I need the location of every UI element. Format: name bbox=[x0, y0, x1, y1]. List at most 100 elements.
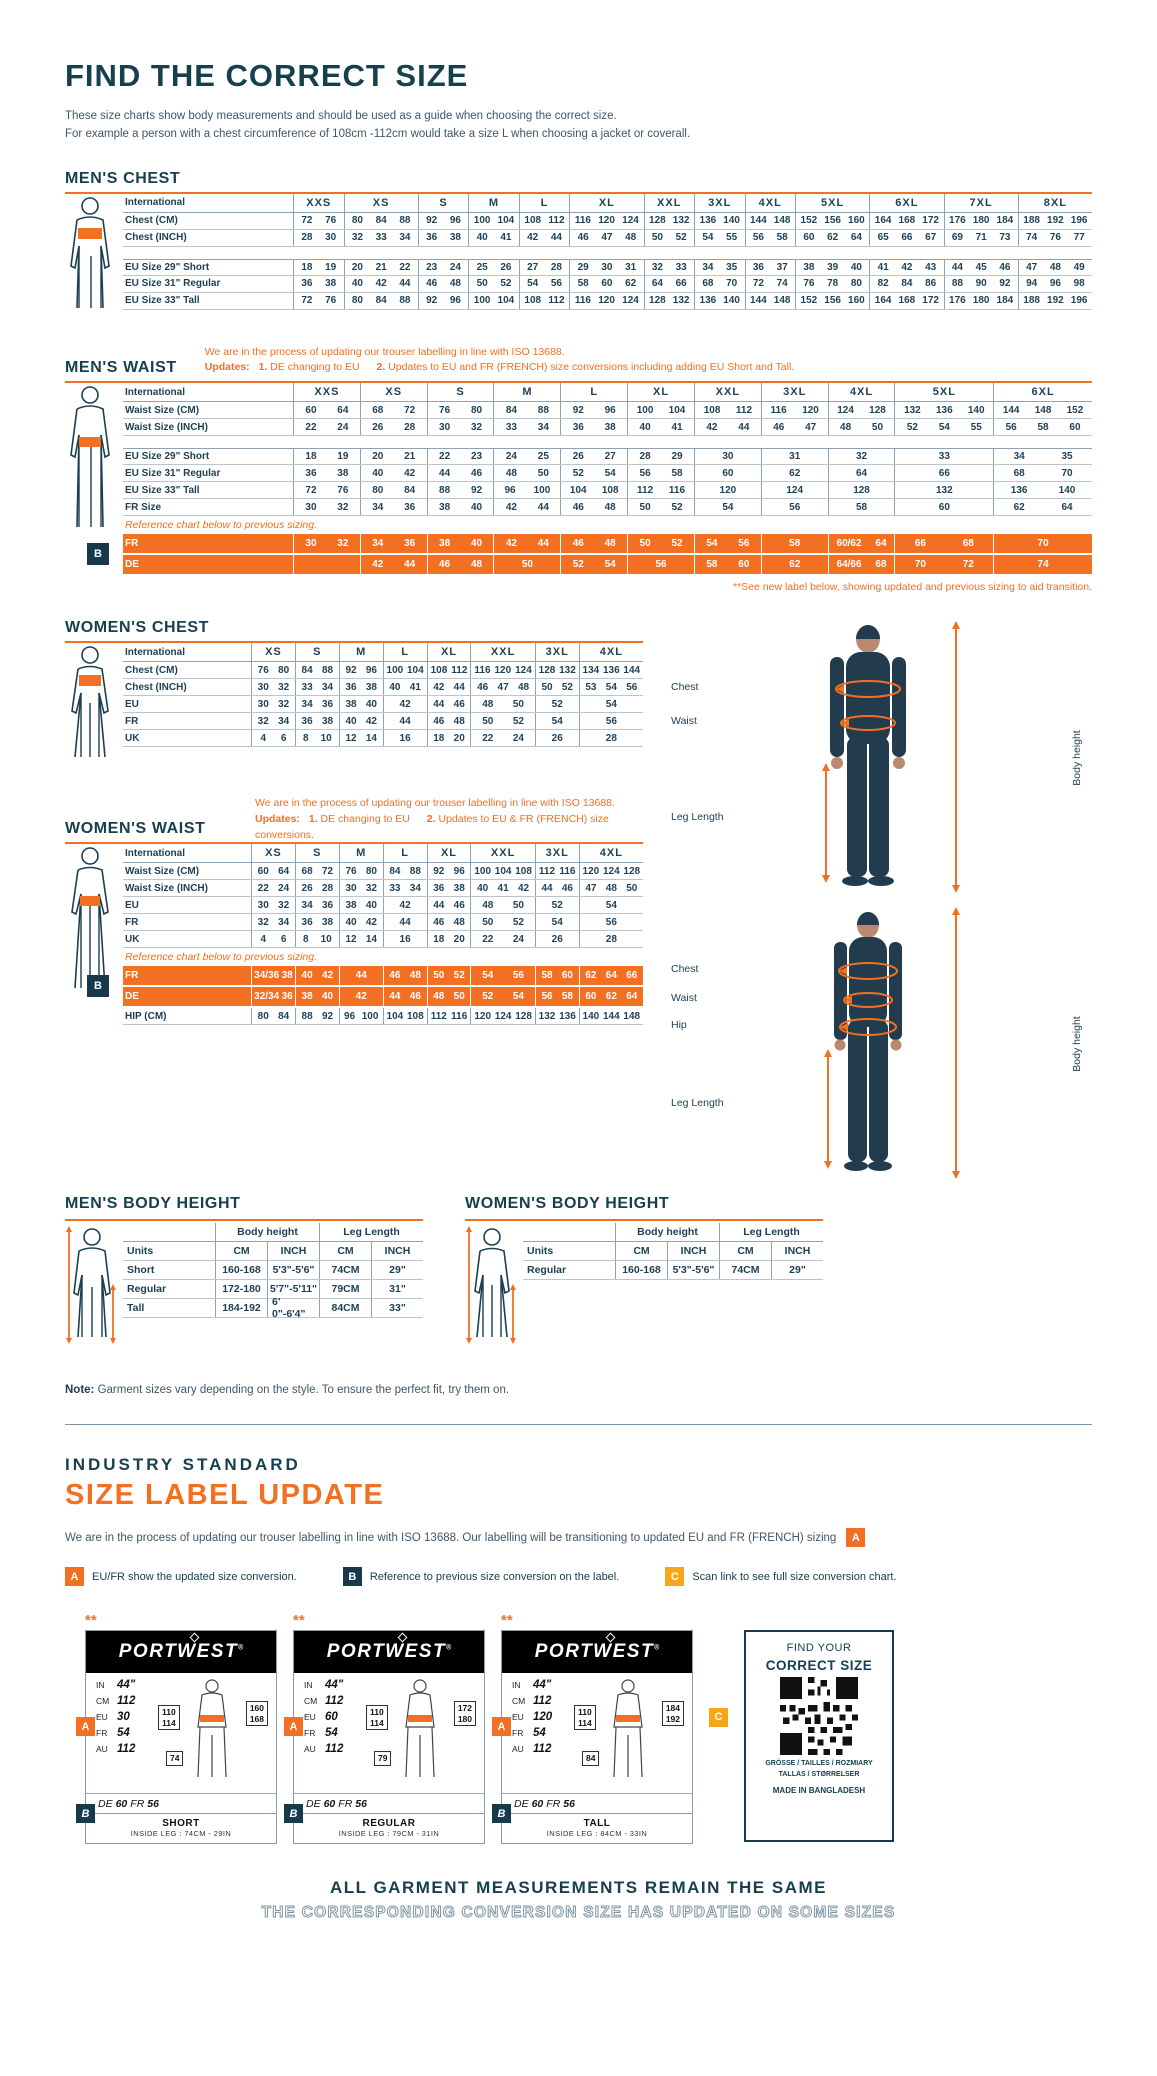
bh-col-header: Units bbox=[127, 1245, 154, 1258]
table-cell: 3XL bbox=[760, 383, 828, 402]
table-cell: 18 19 bbox=[293, 449, 360, 465]
table-row: EU Size 33" Tall 72 76 80 84 88 92 96 100 104 108 1… bbox=[123, 292, 1092, 310]
mens-waist-heading: MEN'S WAIST bbox=[65, 359, 177, 377]
table-cell: 42 44 bbox=[693, 419, 761, 436]
card-figure: 110 114 184 192 84 bbox=[566, 1677, 684, 1785]
table-cell: 100 104 bbox=[468, 212, 519, 229]
row-label: EU Size 31" Regular bbox=[125, 278, 221, 290]
portwest-logo: PORTWEST ® bbox=[327, 1632, 451, 1663]
male-waist-label: Waist bbox=[671, 715, 697, 728]
table-row: EU Size 29" Short 18 19 20 21 22 23 24 25 26 27 28 2… bbox=[123, 258, 1092, 276]
table-cell: 92 96 bbox=[560, 402, 627, 419]
table-cell: 48 50 bbox=[493, 465, 560, 482]
table-cell: 8 10 bbox=[294, 931, 339, 948]
leg-measure-box: 84 bbox=[582, 1751, 600, 1766]
table-cell: 32 34 bbox=[251, 914, 295, 931]
c-badge: C bbox=[665, 1567, 685, 1587]
intro-text: These size charts show body measurements… bbox=[65, 108, 1092, 144]
table-row: FR 32 34 36 38 40 42 44 46 48 50 52 54 56 bbox=[123, 713, 643, 731]
b-badge: B bbox=[284, 1804, 303, 1824]
table-cell: 176 180 184 bbox=[943, 212, 1018, 229]
table-cell: 46 47 bbox=[760, 419, 828, 436]
table-cell: 88 92 bbox=[426, 482, 494, 499]
table-cell: 74 bbox=[993, 555, 1092, 575]
card-footer: TALL INSIDE LEG : 84CM - 33IN bbox=[502, 1813, 692, 1843]
table-cell: 28 bbox=[578, 931, 643, 948]
b-badge: B bbox=[87, 975, 109, 998]
table-cell: 50 52 bbox=[470, 713, 534, 730]
size-row: EU 30 bbox=[96, 1711, 130, 1724]
table-cell: XXL bbox=[693, 383, 761, 402]
table-row: EU Size 29" Short 18 19 20 21 22 23 24 25 26 27 28 2… bbox=[123, 448, 1092, 466]
table-cell: 120 124 128 bbox=[470, 1008, 534, 1025]
table-cell: 8 10 bbox=[294, 730, 339, 747]
table-cell: 54 bbox=[578, 696, 643, 713]
bh-value: 84CM bbox=[319, 1299, 371, 1318]
table-cell: 60 62 64 bbox=[795, 229, 869, 246]
bh-data-row: Short 160-168 5'3"-5'6" 74CM 29" bbox=[123, 1261, 423, 1281]
table-cell: L bbox=[560, 383, 627, 402]
table-cell: 50 52 bbox=[426, 966, 471, 986]
table-cell: 27 28 bbox=[518, 259, 570, 275]
bh-value: 31" bbox=[371, 1280, 423, 1299]
table-row: Chest (INCH) 30 32 33 34 36 38 40 41 42 44 46 47 48 50… bbox=[123, 679, 643, 697]
table-cell: 28 29 bbox=[627, 449, 694, 465]
bh-value: 5'3"-5'6" bbox=[267, 1261, 319, 1280]
table-cell: 66 bbox=[894, 465, 993, 482]
table-cell: 40 42 bbox=[338, 914, 383, 931]
table-cell: 42 44 bbox=[518, 229, 570, 246]
bh-group-label: Leg Length bbox=[719, 1223, 823, 1242]
table-cell: 60 64 bbox=[251, 863, 295, 880]
table-cell: 22 24 bbox=[470, 931, 534, 948]
size-row: EU 120 bbox=[512, 1711, 553, 1724]
table-cell: 26 bbox=[534, 931, 579, 948]
card-footer: SHORT INSIDE LEG : 74CM - 29IN bbox=[86, 1813, 276, 1843]
table-cell: 22 23 bbox=[426, 449, 494, 465]
table-cell: 144 148 bbox=[744, 212, 796, 229]
a-badge: A bbox=[284, 1717, 303, 1737]
table-cell: 4XL bbox=[578, 643, 643, 662]
qr-languages: GRÖSSE / TAILLES / ROZMIARY TALLAS / STØ… bbox=[765, 1760, 873, 1778]
table-cell: 47 48 50 bbox=[578, 880, 643, 897]
table-cell: 66 68 bbox=[894, 534, 993, 554]
table-row: Waist Size (CM) 60 64 68 72 76 80 84 88 92 96 100 10… bbox=[123, 402, 1092, 420]
table-cell: 20 21 bbox=[359, 449, 427, 465]
table-header-row: International XXS XS S M L XL XXL 3XL 4XL 5XL 6XL 7X… bbox=[123, 193, 1092, 213]
table-cell: 60 bbox=[693, 465, 761, 482]
size-row: AU 112 bbox=[96, 1743, 136, 1756]
label-update-text: We are in the process of updating our tr… bbox=[65, 1531, 837, 1544]
size-row: CM 112 bbox=[512, 1695, 552, 1708]
table-cell: 38 40 bbox=[426, 499, 494, 516]
table-cell: 4XL bbox=[578, 844, 643, 863]
bh-col-header: INCH bbox=[667, 1242, 719, 1261]
table-cell: 140 144 148 bbox=[578, 1008, 643, 1025]
qr-code bbox=[780, 1677, 858, 1756]
table-cell: 22 24 bbox=[470, 730, 534, 747]
table-cell: 62 bbox=[760, 555, 828, 575]
table-cell: 24 25 bbox=[493, 449, 560, 465]
table-cell: 164 168 172 bbox=[869, 212, 943, 229]
bh-value: 5'3"-5'6" bbox=[667, 1261, 719, 1280]
table-cell: 80 84 88 bbox=[343, 292, 418, 309]
table-row: EU Size 31" Regular 36 38 40 42 44 46 48 50 52 54 5… bbox=[123, 465, 1092, 483]
inside-leg-text: INSIDE LEG : 84CM - 33IN bbox=[546, 1829, 648, 1839]
table-cell: 116 120 bbox=[760, 402, 828, 419]
table-row: HIP (CM) 80 84 88 92 96 100 104 108 112 116 120 124 1… bbox=[123, 1008, 643, 1026]
label-card-body: IN 44" CM 112 EU 120 FR 54 AU 112 A 110 114 184 192 84 bbox=[492, 1673, 692, 1791]
bh-value: 160-168 bbox=[615, 1261, 667, 1280]
mens-chest-section: MEN'S CHEST International XXS XS S M L XL XXL 3X… bbox=[65, 170, 1092, 319]
legend-item: C Scan link to see full size conversion c… bbox=[665, 1567, 897, 1587]
size-row: CM 112 bbox=[96, 1695, 136, 1708]
table-cell: 42 44 bbox=[493, 534, 560, 554]
bh-value: 74CM bbox=[719, 1261, 771, 1280]
table-cell: 54 56 bbox=[470, 966, 534, 986]
female-leg-length-label: Leg Length bbox=[671, 1097, 724, 1110]
bh-col-header: INCH bbox=[771, 1242, 823, 1261]
logo-diamond-icon bbox=[605, 1632, 616, 1643]
womens-chest-heading: WOMEN'S CHEST bbox=[65, 619, 210, 637]
label-update-paragraph: We are in the process of updating our tr… bbox=[65, 1528, 1092, 1548]
table-row: FR 32 34 36 38 40 42 44 46 48 50 52 54 56 bbox=[123, 914, 643, 932]
table-cell: 108 112 bbox=[693, 402, 761, 419]
table-cell: 69 71 73 bbox=[943, 229, 1018, 246]
